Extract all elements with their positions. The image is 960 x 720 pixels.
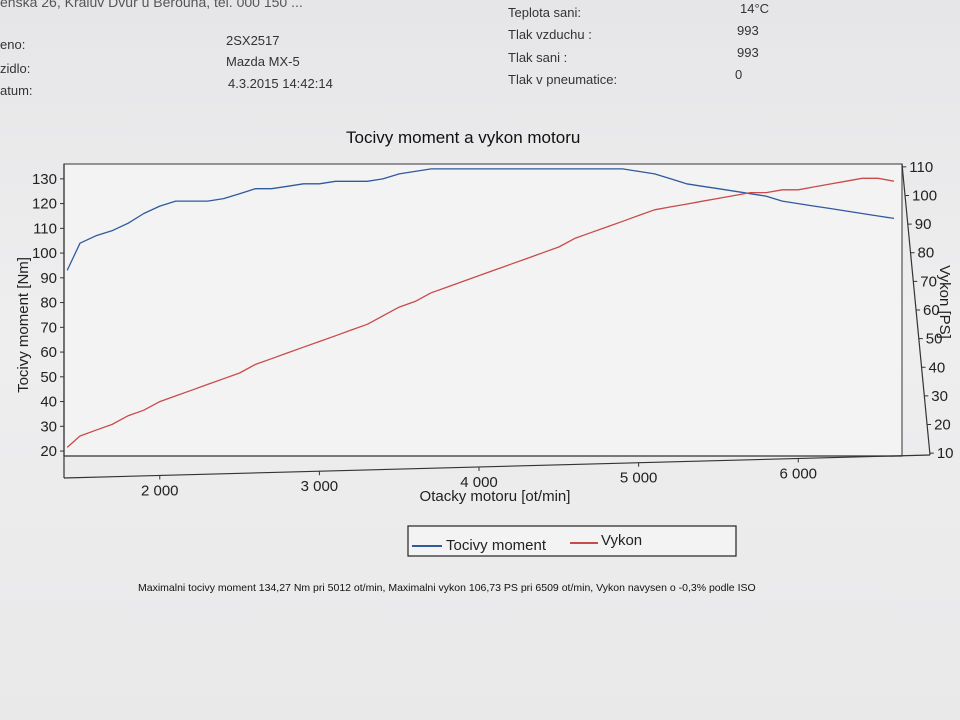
y-left-tick-label: 90 [40, 270, 57, 287]
y-right-tick-label: 70 [920, 273, 937, 290]
header-value-tire-pressure: 0 [735, 67, 743, 82]
y-left-tick-label: 20 [40, 443, 57, 460]
y-left-tick-label: 110 [33, 220, 57, 237]
y-axis-left-label: Tocivy moment [Nm] [15, 257, 32, 393]
x-axis-label: Otacky motoru [ot/min] [420, 488, 571, 505]
y-right-tick-label: 10 [937, 445, 954, 462]
x-tick-label: 5 000 [620, 470, 658, 487]
legend-box [407, 525, 737, 557]
header-label-air-pressure: Tlak vzduchu : [508, 27, 592, 42]
y-left-tick-label: 80 [40, 295, 57, 312]
y-left-tick-label: 120 [32, 196, 57, 213]
header-label-date: atum: [0, 83, 33, 98]
y-left-tick-label: 40 [40, 394, 57, 411]
header-label-intake-temp: Teplota sani: [508, 5, 581, 20]
y-right-tick-label: 100 [912, 187, 937, 204]
x-axis-line [63, 454, 931, 479]
y-axis-right-label: Vykon [PS] [936, 265, 953, 339]
header-value-intake-temp: 14°C [740, 1, 770, 16]
header-value-intake-pressure: 993 [737, 45, 759, 60]
y-right-tick-label: 80 [918, 245, 935, 262]
y-right-tick-label: 90 [915, 216, 932, 233]
plot-area [63, 163, 903, 457]
header-label-tire-pressure: Tlak v pneumatice: [508, 72, 618, 87]
x-tick-label: 2 000 [141, 482, 179, 499]
header-value-vehicle: Mazda MX-5 [226, 54, 300, 69]
x-tick-label: 4 000 [460, 474, 498, 491]
y-right-tick-label: 40 [929, 359, 946, 376]
header-label-intake-pressure: Tlak sani : [508, 50, 568, 65]
legend-label-power: Vykon [601, 532, 642, 549]
y-right-tick-label: 60 [923, 302, 940, 319]
x-tick-label: 6 000 [779, 465, 817, 482]
y-left-tick-label: 30 [40, 418, 57, 435]
header-label-vehicle: zidlo: [0, 61, 31, 76]
footnote-max-values: Maximalni tocivy moment 134,27 Nm pri 50… [138, 582, 756, 594]
y-left-tick-label: 50 [40, 369, 57, 386]
legend: Tocivy moment Vykon [407, 525, 737, 557]
y-right-tick-label: 30 [931, 388, 948, 405]
y-right-tick-label: 20 [934, 417, 951, 434]
x-tick-label: 3 000 [301, 478, 339, 495]
header-value-date: 4.3.2015 14:42:14 [228, 76, 333, 91]
y-left-tick-label: 60 [40, 344, 57, 361]
legend-label-torque: Tocivy moment [446, 537, 547, 554]
chart-title: Tocivy moment a vykon motoru [346, 128, 581, 147]
series-line-torque [66, 168, 895, 271]
header-value-id: 2SX2517 [226, 33, 280, 48]
y-right-tick-label: 50 [926, 331, 943, 348]
header-value-air-pressure: 993 [737, 23, 759, 38]
y-left-tick-label: 130 [32, 171, 57, 188]
header-address: enska 26, Kraluv Dvur u Berouna, tel. 00… [0, 0, 303, 10]
header-label-id: eno: [0, 37, 26, 52]
y-left-tick-label: 100 [32, 245, 57, 262]
series-line-power [66, 177, 895, 448]
y-left-tick-label: 70 [40, 319, 57, 336]
y-right-tick-label: 110 [909, 159, 933, 176]
y-axis-right-line [901, 163, 931, 456]
